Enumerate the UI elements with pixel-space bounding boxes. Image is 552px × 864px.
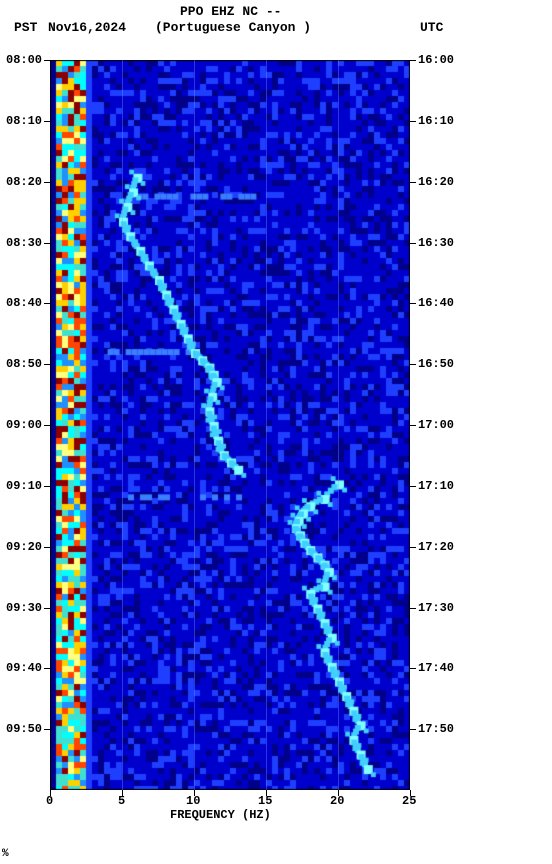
colorbar-canvas bbox=[526, 60, 532, 790]
ytick-right: 17:00 bbox=[418, 418, 454, 432]
ytick-right: 16:40 bbox=[418, 296, 454, 310]
grid-line bbox=[266, 60, 267, 790]
tick-mark bbox=[410, 608, 416, 609]
right-timezone: UTC bbox=[420, 20, 443, 35]
ytick-left: 08:30 bbox=[6, 236, 42, 250]
ytick-left: 09:00 bbox=[6, 418, 42, 432]
ytick-left: 08:20 bbox=[6, 175, 42, 189]
ytick-right: 16:30 bbox=[418, 236, 454, 250]
ytick-right: 17:10 bbox=[418, 479, 454, 493]
tick-mark bbox=[410, 243, 416, 244]
header-date: Nov16,2024 bbox=[48, 20, 126, 35]
tick-mark bbox=[44, 243, 50, 244]
tick-mark bbox=[44, 425, 50, 426]
ytick-right: 16:00 bbox=[418, 53, 454, 67]
tick-mark bbox=[44, 121, 50, 122]
footer-mark: % bbox=[2, 848, 9, 860]
tick-mark bbox=[266, 790, 267, 796]
tick-mark bbox=[410, 668, 416, 669]
ytick-right: 16:20 bbox=[418, 175, 454, 189]
tick-mark bbox=[410, 425, 416, 426]
tick-mark bbox=[410, 547, 416, 548]
tick-mark bbox=[44, 547, 50, 548]
tick-mark bbox=[410, 303, 416, 304]
tick-mark bbox=[44, 364, 50, 365]
colorbar-strip bbox=[526, 60, 532, 790]
spectrogram-canvas bbox=[50, 60, 410, 790]
ytick-left: 08:50 bbox=[6, 357, 42, 371]
ytick-left: 08:00 bbox=[6, 53, 42, 67]
ytick-right: 17:30 bbox=[418, 601, 454, 615]
ytick-left: 09:40 bbox=[6, 661, 42, 675]
tick-mark bbox=[44, 60, 50, 61]
tick-mark bbox=[338, 790, 339, 796]
ytick-left: 09:50 bbox=[6, 722, 42, 736]
xtick: 20 bbox=[330, 794, 344, 808]
tick-mark bbox=[410, 121, 416, 122]
ytick-left: 08:40 bbox=[6, 296, 42, 310]
xtick: 15 bbox=[258, 794, 272, 808]
tick-mark bbox=[410, 60, 416, 61]
tick-mark bbox=[122, 790, 123, 796]
grid-line bbox=[194, 60, 195, 790]
tick-mark bbox=[44, 668, 50, 669]
ytick-right: 17:40 bbox=[418, 661, 454, 675]
tick-mark bbox=[410, 364, 416, 365]
tick-mark bbox=[410, 486, 416, 487]
spectrogram-plot bbox=[50, 60, 410, 790]
title-line-1: PPO EHZ NC -- bbox=[180, 4, 281, 19]
x-axis-label: FREQUENCY (HZ) bbox=[170, 808, 271, 822]
tick-mark bbox=[44, 608, 50, 609]
xtick: 10 bbox=[186, 794, 200, 808]
xtick: 5 bbox=[118, 794, 125, 808]
ytick-left: 09:30 bbox=[6, 601, 42, 615]
ytick-right: 16:50 bbox=[418, 357, 454, 371]
tick-mark bbox=[44, 729, 50, 730]
tick-mark bbox=[44, 303, 50, 304]
tick-mark bbox=[50, 790, 51, 796]
ytick-right: 16:10 bbox=[418, 114, 454, 128]
xtick: 0 bbox=[46, 794, 53, 808]
tick-mark bbox=[44, 182, 50, 183]
tick-mark bbox=[410, 790, 411, 796]
title-line-2: (Portuguese Canyon ) bbox=[155, 20, 311, 35]
tick-mark bbox=[410, 182, 416, 183]
left-timezone: PST bbox=[14, 20, 37, 35]
ytick-left: 08:10 bbox=[6, 114, 42, 128]
spectrogram-figure: PPO EHZ NC -- (Portuguese Canyon ) PST N… bbox=[0, 0, 552, 864]
ytick-left: 09:10 bbox=[6, 479, 42, 493]
header: PPO EHZ NC -- (Portuguese Canyon ) PST N… bbox=[0, 0, 552, 50]
grid-line bbox=[338, 60, 339, 790]
ytick-right: 17:20 bbox=[418, 540, 454, 554]
grid-line bbox=[122, 60, 123, 790]
ytick-right: 17:50 bbox=[418, 722, 454, 736]
tick-mark bbox=[410, 729, 416, 730]
tick-mark bbox=[194, 790, 195, 796]
ytick-left: 09:20 bbox=[6, 540, 42, 554]
xtick: 25 bbox=[402, 794, 416, 808]
tick-mark bbox=[44, 486, 50, 487]
